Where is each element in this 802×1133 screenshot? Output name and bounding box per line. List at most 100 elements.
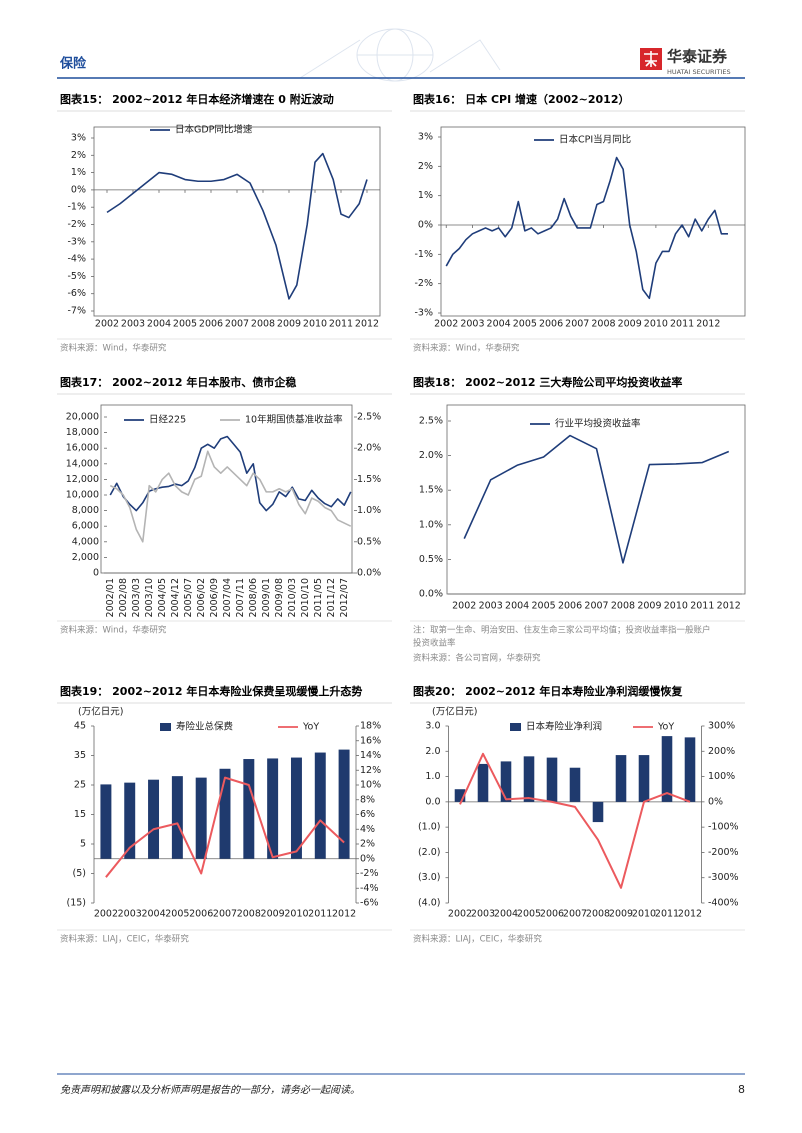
series-line [109,435,352,512]
legend-label: YoY [657,722,674,733]
x-tick-label: 2009 [618,319,642,330]
x-tick-label: 2008 [251,319,275,330]
x-tick-label: 2002/08 [118,578,129,617]
x-tick-label: 2004 [487,319,511,330]
source: 资料来源：LIAJ，CEIC，华泰研究 [413,934,542,945]
bar [546,757,558,802]
y-tick-label: 14,000 [66,458,99,469]
x-tick-label: 2010 [644,319,668,330]
y-axis-title: (万亿日元) [432,706,477,718]
figure-caption: 图表16： 日本 CPI 增速（2002~2012） [413,92,629,106]
y-tick-label: 8,000 [72,505,99,516]
y2-tick-label: -300% [708,872,739,883]
legend-label: 日本寿险业净利润 [526,721,602,733]
legend-label: 日本GDP同比增速 [175,124,253,136]
y2-tick-label: 1.5% [357,474,381,485]
figure-caption: 图表17： 2002~2012 年日本股市、债市企稳 [60,375,296,389]
x-tick-label: 2004 [494,909,518,920]
x-tick-label: 2006 [558,601,582,612]
y-tick-label: 0.0% [419,589,443,600]
x-tick-label: 2005 [165,909,189,920]
legend-label: 寿险业总保费 [176,721,233,733]
y-tick-label: 1.0 [425,771,440,782]
y2-tick-label: 18% [360,721,381,732]
x-tick-label: 2010 [664,601,688,612]
x-tick-label: 2002 [452,601,476,612]
bar [454,789,466,802]
y-tick-label: -3% [415,308,434,319]
x-tick-label: 2004 [505,601,529,612]
source: 资料来源：Wind，华泰研究 [413,343,520,354]
y-tick-label: 6,000 [72,521,99,532]
x-tick-label: 2007 [225,319,249,330]
legend-swatch [510,723,521,731]
y-tick-label: 2% [71,150,86,161]
logo [640,48,662,70]
x-tick-label: 2005 [531,601,555,612]
series-line [109,450,352,543]
y-tick-label: 3.0 [425,721,440,732]
x-tick-label: 2009 [637,601,661,612]
y-tick-label: 2,000 [72,552,99,563]
bar [124,782,136,859]
x-tick-label: 2012/07 [339,578,350,617]
y2-tick-label: -400% [708,898,739,909]
y2-tick-label: 6% [360,809,375,820]
bar [338,749,350,859]
series-line [106,152,368,300]
x-tick-label: 2003 [121,319,145,330]
y-tick-label: 0% [71,184,86,195]
note: 投资收益率 [413,638,456,649]
x-tick-label: 2008 [611,601,635,612]
y-tick-label: 3% [418,132,433,143]
bar [477,763,489,802]
y-tick-label: -6% [68,288,87,299]
y-tick-label: 0.5% [419,554,443,565]
x-tick-label: 2012 [696,319,720,330]
x-tick-label: 2002 [434,319,458,330]
x-tick-label: 2007 [563,909,587,920]
x-tick-label: 2003 [471,909,495,920]
y-tick-label: 1.0% [419,519,443,530]
y-tick-label: -5% [68,271,87,282]
y2-tick-label: 200% [708,746,735,757]
x-tick-label: 2009/01 [261,578,272,617]
bar [195,777,207,859]
x-tick-label: 2010 [284,909,308,920]
legend-label: 日经225 [149,414,186,426]
source: 资料来源：Wind，华泰研究 [60,625,167,636]
x-tick-label: 2005 [173,319,197,330]
x-tick-label: 2011/12 [326,578,337,617]
x-tick-label: 2010/10 [300,578,311,617]
bar [290,757,302,859]
y-tick-label: 0 [93,568,99,579]
bar [569,767,581,802]
x-tick-label: 2002/01 [105,578,116,617]
y-tick-label: -2% [415,278,434,289]
legend-label: 行业平均投资收益率 [555,418,641,430]
y-tick-label: 2.5% [419,416,443,427]
plot-frame [440,126,746,317]
source: 资料来源：Wind，华泰研究 [60,343,167,354]
x-tick-label: 2004 [141,909,165,920]
y-tick-label: -4% [68,254,87,265]
figure-caption: 图表15： 2002~2012 年日本经济增速在 0 附近波动 [60,92,334,106]
y-tick-label: 20,000 [66,412,99,423]
x-tick-label: 2011 [655,909,679,920]
x-tick-label: 2011 [670,319,694,330]
figure-caption: 图表19： 2002~2012 年日本寿险业保费呈现缓慢上升态势 [60,684,362,698]
bar [615,755,627,802]
x-tick-label: 2004/12 [170,578,181,617]
bar [148,779,160,859]
x-tick-label: 2002 [448,909,472,920]
y2-tick-label: 0.0% [357,568,381,579]
plot-frame [446,404,746,595]
x-tick-label: 2008/06 [248,578,259,617]
bar [219,768,231,859]
x-tick-label: 2002 [94,909,118,920]
x-tick-label: 2008 [591,319,615,330]
x-tick-label: 2007 [213,909,237,920]
bar [314,752,326,859]
